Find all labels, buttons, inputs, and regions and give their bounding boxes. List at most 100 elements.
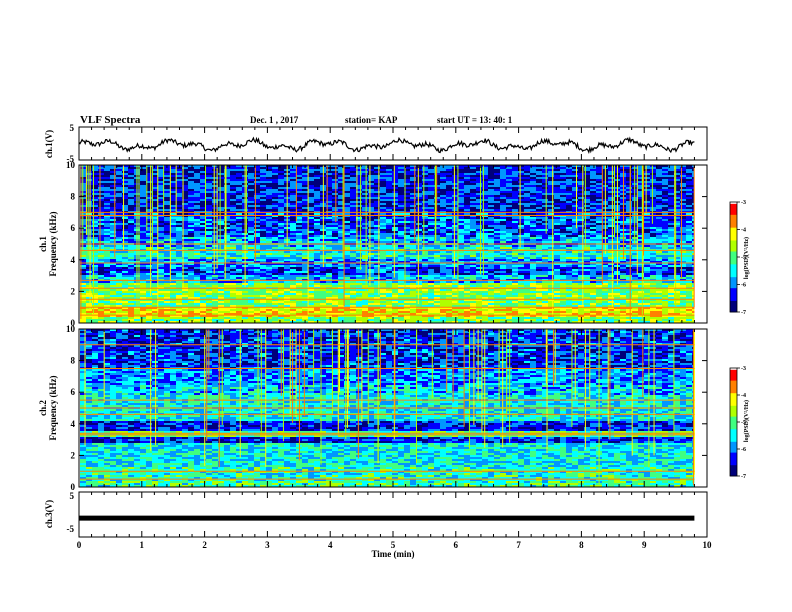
spectrogram-cell [416,209,423,212]
spectrogram-cell [278,251,285,254]
spectrogram-cell [686,207,693,210]
spectrogram-cell [128,191,135,194]
spectrogram-cell [236,177,243,180]
spectrogram-cell [554,217,561,220]
spectrogram-cell [224,189,231,192]
spectrogram-cell [332,231,339,234]
spectrogram-cell [182,215,189,218]
spectrogram-cell [476,203,483,206]
spectrogram-cell [176,197,183,200]
spectrogram-cell [128,247,135,250]
spectrogram-cell [164,233,171,236]
spectrogram-cell [266,203,273,206]
spectrogram-cell [92,183,99,186]
spectrogram-cell [392,201,399,204]
spectrogram-cell [194,179,201,182]
spectrogram-cell [656,229,663,232]
spectrogram-cell [182,195,189,198]
spectrogram-cell [248,229,255,232]
spectrogram-cell [314,173,321,176]
spectrogram-cell [158,217,165,220]
spectrogram-cell [590,247,597,250]
spectrogram-cell [290,261,297,264]
spectrogram-cell [410,173,417,176]
spectrogram-cell [326,193,333,196]
spectrogram-cell [332,179,339,182]
spectrogram-cell [140,195,147,198]
spectrogram-cell [530,185,537,188]
spectrogram-cell [146,205,153,208]
spectrogram-cell [392,189,399,192]
spectrogram-cell [416,259,423,262]
spectrogram-cell [404,245,411,248]
spectrogram-cell [446,177,453,180]
spectrogram-cell [224,165,231,168]
spectrogram-cell [296,171,303,174]
spectrogram-cell [386,217,393,220]
spectrogram-cell [596,205,603,208]
spectrogram-cell [92,251,99,254]
spectrogram-cell [536,253,543,256]
spectrogram-cell [404,217,411,220]
spectrogram-cell [566,169,573,172]
spectrogram-cell [98,207,105,210]
spectrogram-cell [392,179,399,182]
spectrogram-cell [128,201,135,204]
spectrogram-cell [218,179,225,182]
spectrogram-cell [98,185,105,188]
spectrogram-cell [374,205,381,208]
spectrogram-cell [410,169,417,172]
spectrogram-cell [680,207,687,210]
spectrogram-cell [500,237,507,240]
spectrogram-cell [380,259,387,262]
spectrogram-cell [116,235,123,238]
spectrogram-cell [290,219,297,222]
spectrogram-cell [656,217,663,220]
spectrogram-cell [296,185,303,188]
spectrogram-cell [98,223,105,226]
spectrogram-cell [494,183,501,186]
spectrogram-cell [518,233,525,236]
spectrogram-cell [470,233,477,236]
spectrogram-cell [650,205,657,208]
spectrogram-cell [668,201,675,204]
spectrogram-cell [218,193,225,196]
spectrogram-cell [446,253,453,256]
spectrogram-cell [440,255,447,258]
spectrogram-cell [482,259,489,262]
spectrogram-cell [650,165,657,168]
spectrogram-cell [230,195,237,198]
spectrogram-cell [338,179,345,182]
spectrogram-cell [260,261,267,264]
spectrogram-cell [128,253,135,256]
spectrogram-cell [476,167,483,170]
spectrogram-cell [128,231,135,234]
spectrogram-cell [152,195,159,198]
spectrogram-cell [542,207,549,210]
spectrogram-cell [344,245,351,248]
spectrogram-cell [482,237,489,240]
spectrogram-cell [344,217,351,220]
spectrogram-cell [158,219,165,222]
spectrogram-cell [272,227,279,230]
spectrogram-cell [560,199,567,202]
spectrogram-cell [626,203,633,206]
spectrogram-cell [644,187,651,190]
spectrogram-cell [206,193,213,196]
spectrogram-cell [440,221,447,224]
spectrogram-cell [266,221,273,224]
spectrogram-cell [164,257,171,260]
spectrogram-cell [380,167,387,170]
spectrogram-cell [98,237,105,240]
spectrogram-cell [326,173,333,176]
spectrogram-cell [440,237,447,240]
spectrogram-cell [590,227,597,230]
spectrogram-cell [260,251,267,254]
spectrogram-cell [140,217,147,220]
spectrogram-cell [686,223,693,226]
spectrogram-cell [656,189,663,192]
spectrogram-cell [332,173,339,176]
spectrogram-cell [266,217,273,220]
spectrogram-cell [200,201,207,204]
spectrogram-cell [398,203,405,206]
